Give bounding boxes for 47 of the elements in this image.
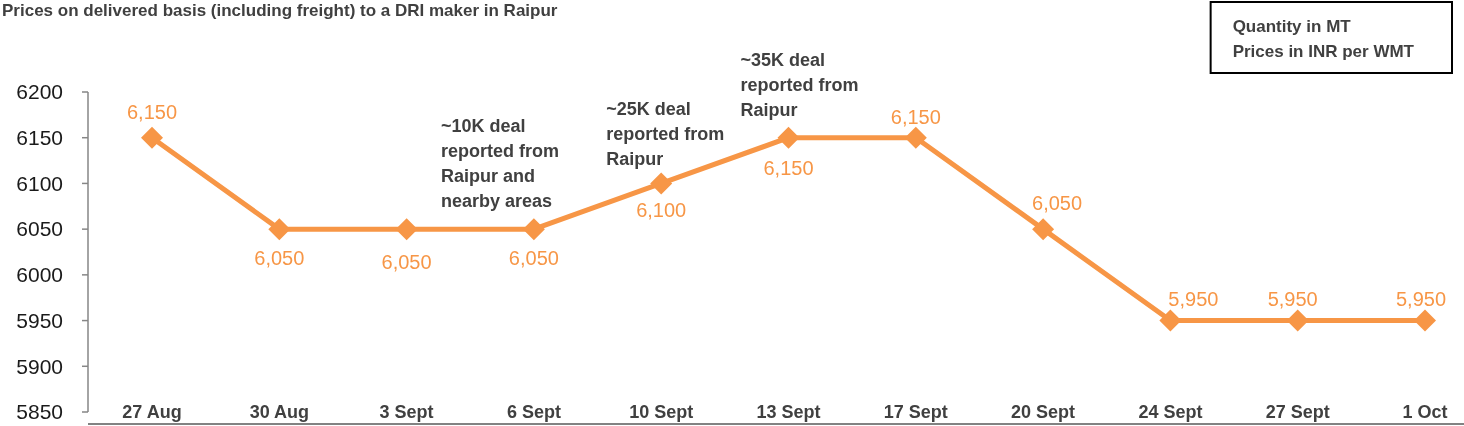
point [1286,309,1309,332]
point [650,172,673,195]
y-tick-label: 5900 [16,354,63,378]
point [522,218,545,241]
chart-title: Prices on delivered basis (including freight) to a DRI maker in Raipur [2,1,558,20]
data-label: 6,050 [508,247,559,270]
x-tick-label: 30 Aug [249,402,309,422]
data-label: 5,950 [1267,287,1318,310]
y-tick-label: 5950 [16,308,63,332]
point [1414,309,1436,332]
point [1159,309,1182,332]
point [395,218,418,241]
x-tick-label: 10 Sept [629,402,694,422]
text: Prices in INR per WMT [1232,42,1415,61]
point [141,126,163,149]
x-tick-label: 6 Sept [506,402,561,422]
point [1032,218,1055,241]
x-tick-label: 3 Sept [379,402,434,422]
annotation: ~35K deal reported from Raipur [740,49,859,120]
x-tick-label: 13 Sept [756,402,821,422]
x-tick-label: 17 Sept [883,402,948,422]
x-tick-label: 27 Sept [1265,402,1330,422]
data-label: 5,950 [1395,287,1447,310]
x-tick-label: 27 Aug [122,402,182,422]
annotation: ~25K deal reported from Raipur [606,99,725,170]
y-tick-label: 5850 [16,400,63,424]
y-tick-label: 6200 [16,80,63,104]
point [904,126,927,149]
y-tick-label: 6000 [16,263,63,287]
y-tick-label: 6050 [16,217,63,241]
y-tick-label: 6100 [16,171,63,195]
x-tick-label: 20 Sept [1011,402,1076,422]
data-label: 6,150 [890,105,941,128]
annotation: ~10K deal reported from Raipur and nearby areas [440,116,559,212]
data-label: 6,150 [126,100,178,123]
data-label: 6,050 [381,251,432,274]
data-label: 5,950 [1168,287,1219,310]
x-tick-label: 24 Sept [1138,402,1203,422]
text: Quantity in MT [1232,17,1352,36]
data-label: 6,150 [763,156,814,179]
data-label: 6,050 [1032,192,1083,215]
point [268,218,291,241]
x-tick-label: 1 Oct [1402,402,1448,422]
point [777,126,800,149]
y-tick-label: 6150 [16,126,63,150]
data-label: 6,050 [254,247,305,270]
data-label: 6,100 [636,199,687,222]
